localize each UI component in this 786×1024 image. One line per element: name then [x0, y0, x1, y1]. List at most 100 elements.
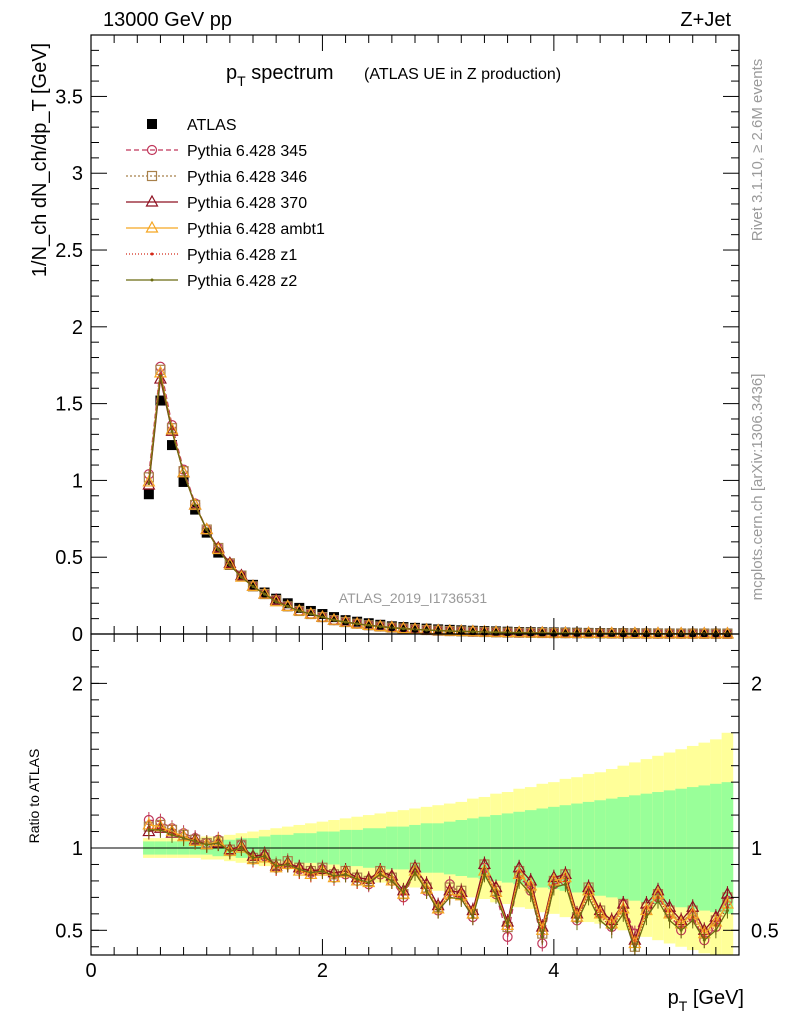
data-point [246, 579, 260, 591]
x-axis-label: pT [GeV] [668, 987, 744, 1014]
data-point [286, 604, 290, 608]
data-point [155, 395, 166, 406]
data-point [674, 626, 688, 639]
data-point [605, 626, 619, 639]
ratio-point [425, 889, 429, 893]
ratio-point [182, 836, 186, 840]
mcplots-label: mcplots.cern.ch [arXiv:1306.3436] [749, 374, 766, 601]
legend-label: Pythia 6.428 346 [187, 169, 307, 186]
ratio-point [320, 869, 324, 873]
ratio-point [344, 872, 348, 876]
x-tick-label: 0 [85, 960, 96, 982]
ratio-point [494, 894, 498, 898]
data-point [143, 489, 154, 500]
ratio-point [274, 864, 278, 868]
data-point [170, 429, 174, 433]
legend-marker [145, 194, 159, 207]
ratio-point [517, 879, 521, 883]
ratio-point [332, 874, 336, 878]
ratio-point [390, 879, 394, 883]
ratio-point [482, 872, 486, 876]
ratio-uncertainty-bands [91, 732, 739, 955]
data-point [720, 626, 734, 639]
y-tick-label: 1 [72, 470, 83, 492]
ratio-point [587, 895, 591, 899]
ratio-point [193, 839, 197, 843]
data-point [448, 629, 452, 633]
data-point [582, 626, 596, 638]
data-point [239, 575, 243, 579]
ratio-y-tick-label: 1 [72, 838, 83, 860]
ratio-point [633, 948, 637, 952]
data-point [282, 598, 293, 609]
process-label: Z+Jet [680, 9, 731, 31]
rivet-label: Rivet 3.1.10, ≥ 2.6M events [749, 59, 766, 242]
ratio-point [216, 841, 220, 845]
data-point [211, 542, 225, 555]
y-axis-label-ratio: Ratio to ATLAS [26, 749, 42, 844]
ratio-y-tick-label-right: 1 [751, 838, 762, 860]
data-point [153, 371, 167, 384]
ratio-point [170, 833, 174, 837]
ratio-point [239, 846, 243, 850]
data-point [263, 592, 267, 596]
data-point [165, 422, 179, 435]
ratio-pythia-6-428-z2 [147, 821, 729, 955]
ratio-point [263, 854, 267, 858]
ratio-series-layer [142, 812, 734, 955]
data-point [305, 605, 316, 616]
ratio-point [529, 892, 533, 896]
data-point [309, 612, 313, 616]
data-point [651, 626, 665, 639]
data-point [373, 619, 387, 632]
data-point [489, 625, 503, 637]
data-point [147, 481, 151, 485]
axes-layer: 00.511.522.533.50.5 0.51 12 20 2 4 [55, 34, 779, 982]
data-point [258, 586, 272, 599]
legend-label: Pythia 6.428 ambt1 [187, 221, 325, 238]
y-tick-label: 3 [72, 163, 83, 185]
data-point [697, 626, 711, 639]
ratio-point [147, 828, 151, 832]
legend-entry: ATLAS [147, 117, 237, 134]
data-point [425, 628, 429, 632]
data-point [367, 623, 371, 627]
data-point [211, 540, 225, 553]
ratio-point [471, 915, 475, 919]
ratio-point [552, 886, 556, 890]
data-point [142, 477, 156, 490]
data-point [628, 626, 642, 639]
ratio-point [540, 935, 544, 939]
data-point [269, 594, 283, 607]
ratio-point [309, 871, 313, 875]
data-point [332, 618, 336, 622]
data-point [375, 619, 386, 630]
ratio-point [563, 882, 567, 886]
data-point [201, 527, 212, 538]
chart-title: pT spectrum [226, 62, 334, 89]
data-point [216, 548, 220, 552]
legend-label: Pythia 6.428 345 [187, 143, 307, 160]
ratio-point [621, 912, 625, 916]
legend-marker [145, 220, 159, 233]
ratio-point [668, 918, 672, 922]
data-point [329, 612, 339, 623]
data-point [158, 374, 162, 378]
data-point [259, 587, 270, 598]
x-tick-label: 4 [548, 960, 559, 982]
ratio-point [725, 909, 729, 913]
data-point [378, 625, 382, 629]
data-point [396, 621, 410, 634]
data-point [142, 474, 156, 487]
ratio-y-tick-label: 0.5 [55, 920, 83, 942]
legend-marker [146, 170, 158, 182]
y-tick-label: 2 [72, 317, 83, 339]
data-point [223, 557, 237, 570]
legend: ATLAS Pythia 6.428 345 Pythia 6.428 346 Pyt… [126, 117, 325, 290]
ratio-point [691, 918, 695, 922]
data-point [234, 569, 248, 582]
ratio-point [436, 909, 440, 913]
legend-marker [150, 252, 154, 256]
data-point [177, 465, 191, 478]
